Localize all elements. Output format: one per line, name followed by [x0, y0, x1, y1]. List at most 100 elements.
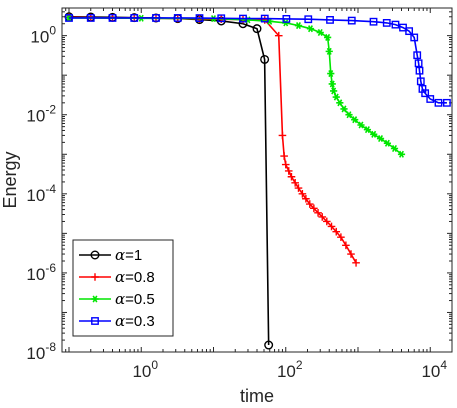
data-point — [414, 59, 423, 68]
data-point — [278, 131, 287, 140]
data-point — [287, 172, 296, 181]
data-point — [347, 250, 355, 258]
y-tick-label: 10-8 — [26, 340, 56, 363]
data-point — [336, 99, 344, 107]
legend-item: α=0.8 — [79, 268, 155, 286]
data-point — [391, 20, 400, 29]
data-point — [316, 28, 324, 37]
data-point — [108, 14, 117, 22]
data-point — [264, 340, 274, 350]
data-point — [328, 80, 336, 88]
data-point — [376, 135, 385, 143]
data-point — [413, 51, 422, 60]
legend-label: α=0.5 — [115, 290, 155, 308]
data-point — [291, 178, 299, 187]
data-point — [294, 22, 303, 30]
data-point — [294, 184, 303, 192]
data-point — [326, 16, 334, 24]
axes-box — [61, 7, 453, 353]
data-point — [318, 213, 327, 221]
x-tick-label: 102 — [277, 358, 303, 381]
series-3 — [65, 14, 451, 107]
data-point — [217, 14, 226, 23]
data-point — [302, 194, 310, 203]
data-point — [415, 66, 424, 75]
legend-item: α=1 — [79, 246, 142, 264]
x-axis-label: time — [240, 386, 274, 406]
data-point — [357, 121, 365, 129]
data-point — [397, 150, 406, 158]
y-tick-label: 100 — [30, 24, 56, 47]
data-point — [327, 70, 335, 78]
data-point — [383, 139, 391, 147]
data-point — [323, 217, 331, 226]
data-point — [280, 152, 288, 160]
plot-area — [61, 7, 453, 353]
data-point — [282, 19, 290, 27]
y-tick-label: 10-6 — [26, 261, 56, 284]
data-point — [325, 47, 333, 55]
data-point — [434, 98, 443, 107]
data-point — [347, 16, 356, 25]
data-point — [352, 259, 360, 267]
data-point — [298, 190, 307, 198]
legend-box — [72, 239, 174, 337]
data-point — [304, 15, 313, 24]
data-point — [282, 15, 291, 23]
data-point — [390, 144, 399, 153]
data-point — [281, 160, 290, 169]
data-point — [195, 14, 204, 22]
legend: α=1 α=0.8 α=0.5 α=0.3 — [72, 239, 174, 337]
data-point — [342, 241, 350, 250]
data-point — [332, 227, 341, 236]
data-point — [351, 116, 359, 124]
data-point — [337, 233, 345, 241]
data-point — [310, 204, 318, 213]
legend-item: α=0.3 — [79, 312, 155, 330]
legend-item: α=0.5 — [79, 290, 155, 308]
legend-marker — [91, 273, 99, 281]
data-point — [382, 18, 391, 27]
x-tick-label: 100 — [132, 358, 158, 381]
data-point — [173, 14, 182, 22]
series-group — [64, 12, 451, 350]
data-point — [426, 95, 435, 103]
y-tick-label: 10-2 — [26, 103, 56, 126]
data-point — [370, 130, 378, 138]
x-tick-label: 104 — [421, 358, 447, 381]
data-point — [305, 200, 314, 208]
data-point — [345, 111, 353, 119]
data-point — [260, 14, 269, 23]
legend-marker — [91, 295, 99, 303]
legend-label: α=0.8 — [115, 268, 155, 286]
data-point — [152, 14, 160, 22]
data-point — [330, 87, 338, 95]
data-point — [239, 14, 247, 23]
data-point — [416, 77, 425, 86]
data-point — [443, 98, 451, 107]
data-point — [363, 126, 372, 134]
data-point — [369, 17, 378, 26]
legend-label: α=1 — [115, 246, 142, 264]
tick-labels: 100 102 104 100 10-2 10-4 10-6 10-8 — [26, 24, 447, 381]
data-point — [130, 14, 139, 22]
series-1 — [65, 13, 360, 267]
data-point — [332, 93, 340, 101]
series-2 — [65, 14, 406, 158]
series-line — [68, 17, 403, 155]
data-point — [65, 14, 73, 22]
data-point — [86, 14, 95, 22]
data-point — [274, 31, 283, 40]
data-point — [314, 209, 322, 217]
data-point — [340, 105, 348, 113]
legend-label: α=0.3 — [115, 312, 155, 330]
data-point — [405, 27, 414, 36]
data-point — [306, 25, 315, 33]
data-point — [260, 54, 270, 64]
legend-marker — [90, 250, 100, 260]
series-line — [68, 16, 357, 264]
data-point — [327, 222, 336, 231]
data-point — [324, 33, 332, 41]
legend-marker — [91, 317, 99, 325]
